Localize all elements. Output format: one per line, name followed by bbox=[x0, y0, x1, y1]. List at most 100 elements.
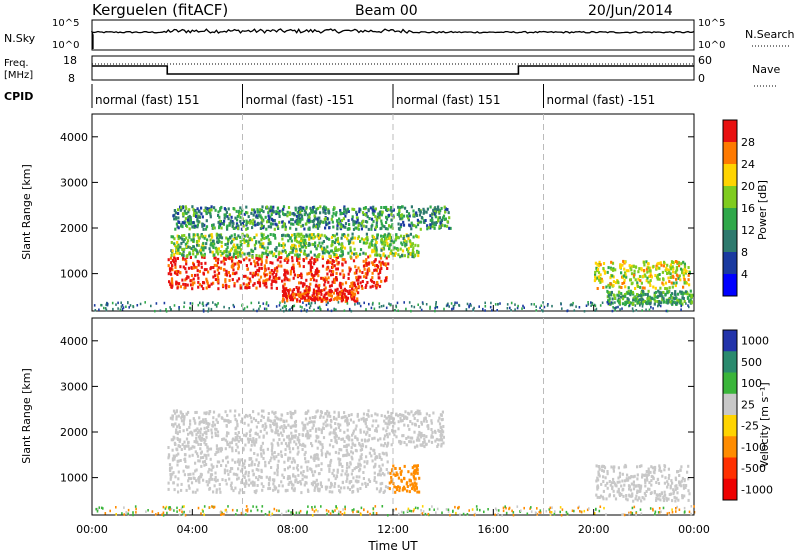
echo-cell bbox=[176, 269, 179, 273]
echo-cell bbox=[305, 433, 308, 436]
echo-cell bbox=[403, 423, 406, 427]
echo-cell bbox=[189, 283, 193, 287]
echo-cell bbox=[203, 223, 206, 227]
echo-cell bbox=[263, 237, 266, 240]
ground-scatter-cell bbox=[356, 302, 359, 305]
echo-cell bbox=[334, 247, 337, 251]
echo-cell bbox=[288, 220, 291, 224]
echo-cell bbox=[302, 238, 305, 242]
echo-cell bbox=[272, 254, 275, 258]
ground-scatter-cell bbox=[465, 308, 468, 311]
echo-cell bbox=[335, 267, 338, 271]
echo-cell bbox=[265, 259, 268, 263]
echo-cell bbox=[187, 444, 190, 448]
echo-cell bbox=[190, 274, 194, 277]
echo-cell bbox=[196, 259, 199, 263]
echo-cell bbox=[667, 467, 670, 471]
ground-scatter-cell bbox=[120, 305, 123, 308]
echo-cell bbox=[641, 286, 644, 290]
echo-cell bbox=[620, 286, 623, 289]
echo-cell bbox=[608, 299, 611, 303]
echo-cell bbox=[385, 278, 388, 282]
echo-cell bbox=[292, 412, 295, 416]
echo-cell bbox=[273, 252, 276, 256]
echo-cell bbox=[638, 298, 641, 302]
ground-scatter-cell bbox=[551, 304, 553, 308]
echo-cell bbox=[237, 246, 240, 249]
echo-cell bbox=[343, 258, 346, 262]
ground-scatter-cell bbox=[327, 308, 329, 311]
nsearch-label: N.Search bbox=[745, 28, 795, 41]
echo-cell bbox=[260, 238, 263, 242]
echo-cell bbox=[332, 251, 335, 255]
echo-cell bbox=[221, 459, 224, 463]
echo-cell bbox=[428, 414, 431, 418]
echo-cell bbox=[270, 250, 273, 254]
echo-cell bbox=[403, 240, 406, 244]
echo-cell bbox=[256, 453, 259, 457]
echo-cell bbox=[383, 489, 386, 493]
echo-cell bbox=[348, 240, 351, 244]
echo-cell bbox=[211, 435, 214, 439]
echo-cell bbox=[260, 260, 263, 264]
echo-cell bbox=[248, 413, 251, 417]
echo-cell bbox=[667, 482, 670, 486]
echo-cell bbox=[354, 427, 357, 431]
echo-cell bbox=[614, 268, 617, 272]
echo-cell bbox=[408, 440, 411, 444]
echo-cell bbox=[373, 476, 376, 480]
echo-cell bbox=[324, 226, 327, 230]
echo-cell bbox=[197, 260, 201, 264]
echo-cell bbox=[398, 489, 401, 493]
echo-cell bbox=[336, 240, 339, 243]
echo-cell bbox=[382, 262, 385, 266]
echo-cell bbox=[316, 456, 319, 460]
echo-cell bbox=[374, 226, 377, 230]
echo-cell bbox=[275, 425, 278, 429]
echo-cell bbox=[603, 466, 607, 470]
echo-cell bbox=[284, 488, 287, 492]
echo-cell bbox=[385, 256, 388, 260]
ground-scatter-cell bbox=[216, 303, 218, 307]
echo-cell bbox=[367, 255, 370, 259]
echo-cell bbox=[239, 240, 242, 244]
ground-scatter-cell bbox=[635, 309, 638, 312]
echo-cell bbox=[215, 250, 218, 254]
echo-cell bbox=[207, 425, 210, 429]
echo-cell bbox=[446, 220, 449, 224]
echo-cell bbox=[329, 485, 332, 489]
echo-cell bbox=[183, 415, 186, 419]
echo-cell bbox=[353, 467, 356, 471]
echo-cell bbox=[319, 219, 322, 223]
echo-cell bbox=[367, 427, 370, 431]
ground-scatter-cell bbox=[632, 309, 635, 313]
ground-scatter-cell bbox=[210, 307, 213, 311]
echo-cell bbox=[675, 277, 678, 281]
echo-cell bbox=[315, 258, 318, 262]
echo-cell bbox=[287, 482, 290, 486]
echo-cell bbox=[186, 254, 189, 257]
echo-cell bbox=[370, 217, 374, 221]
echo-cell bbox=[294, 435, 297, 439]
echo-cell bbox=[631, 492, 634, 496]
echo-cell bbox=[280, 450, 283, 454]
echo-cell bbox=[372, 448, 375, 452]
echo-cell bbox=[345, 444, 348, 448]
echo-cell bbox=[194, 469, 197, 473]
ground-scatter-cell bbox=[431, 505, 433, 508]
ground-scatter-cell bbox=[472, 309, 475, 312]
echo-cell bbox=[255, 286, 258, 290]
echo-cell bbox=[296, 481, 299, 484]
echo-cell bbox=[312, 223, 315, 227]
echo-cell bbox=[275, 280, 278, 284]
echo-cell bbox=[328, 469, 331, 473]
echo-cell bbox=[397, 235, 400, 239]
echo-cell bbox=[328, 269, 331, 273]
echo-cell bbox=[352, 227, 356, 231]
echo-cell bbox=[173, 242, 176, 246]
ground-scatter-cell bbox=[530, 510, 533, 513]
echo-cell bbox=[333, 278, 336, 281]
echo-cell bbox=[593, 279, 596, 283]
echo-cell bbox=[209, 267, 212, 271]
echo-cell bbox=[624, 271, 627, 275]
